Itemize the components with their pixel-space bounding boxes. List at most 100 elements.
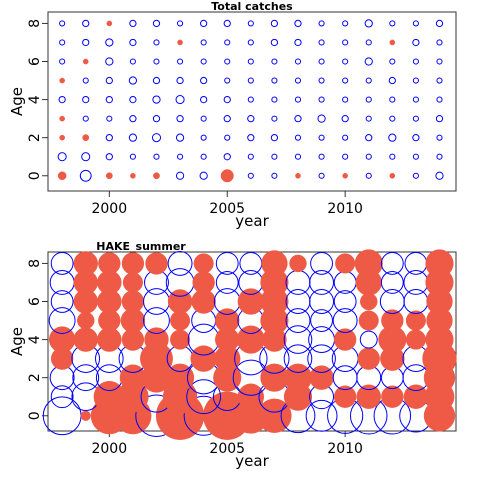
- residual-bubble: [247, 172, 254, 179]
- residual-bubble: [82, 77, 89, 84]
- residual-bubble: [270, 38, 279, 47]
- residual-bubble: [364, 19, 373, 28]
- residual-bubble: [247, 20, 254, 27]
- residual-bubble: [317, 114, 326, 123]
- residual-bubble: [82, 95, 90, 104]
- residual-bubble: [342, 134, 349, 141]
- residual-bubble: [412, 134, 420, 142]
- residual-bubble: [153, 39, 160, 46]
- residual-bubble: [388, 133, 397, 142]
- x-tick-label: 2000: [91, 441, 127, 457]
- x-tick-label: 2010: [327, 441, 363, 457]
- residual-bubble: [365, 115, 372, 122]
- residual-bubble: [105, 134, 113, 142]
- residual-bubble: [412, 153, 419, 160]
- residual-bubble: [436, 58, 443, 65]
- residual-bubble: [80, 410, 91, 421]
- residual-bubble: [271, 58, 278, 65]
- residual-bubble: [122, 272, 143, 293]
- residual-bubble: [145, 252, 168, 275]
- residual-bubble: [294, 96, 302, 103]
- residual-bubble: [335, 253, 356, 274]
- residual-bubble: [50, 290, 74, 313]
- residual-bubble: [389, 58, 396, 65]
- residual-bubble: [128, 76, 138, 85]
- plot-frame: [47, 11, 457, 192]
- residual-bubble: [271, 115, 278, 122]
- residual-bubble: [129, 19, 137, 28]
- residual-bubble: [224, 58, 231, 65]
- residual-bubble: [152, 19, 161, 28]
- residual-bubble: [412, 172, 419, 179]
- residual-bubble: [289, 254, 307, 273]
- residual-bubble: [405, 329, 426, 350]
- residual-bubble: [412, 96, 419, 103]
- residual-bubble: [365, 39, 372, 46]
- residual-bubble: [199, 171, 208, 180]
- residual-bubble: [271, 96, 278, 103]
- residual-bubble: [128, 133, 138, 142]
- residual-bubble: [176, 76, 184, 85]
- residual-bubble: [143, 307, 170, 334]
- residual-bubble: [403, 289, 429, 314]
- residual-bubble: [200, 153, 207, 160]
- residual-bubble: [294, 115, 302, 123]
- residual-bubble: [177, 20, 184, 27]
- residual-bubble: [176, 115, 184, 123]
- residual-bubble: [130, 172, 136, 179]
- residual-bubble: [129, 153, 136, 160]
- residual-bubble: [236, 325, 265, 354]
- residual-bubble: [59, 77, 65, 84]
- residual-bubble: [73, 327, 98, 352]
- residual-bubble: [318, 153, 325, 160]
- residual-bubble: [144, 327, 169, 352]
- residual-bubble: [356, 384, 381, 409]
- residual-bubble: [294, 19, 302, 28]
- y-tick-label: 6: [27, 57, 43, 66]
- residual-bubble: [381, 309, 404, 332]
- residual-bubble: [98, 252, 121, 275]
- residual-bubble: [310, 309, 333, 332]
- residual-bubble: [224, 39, 231, 46]
- residual-bubble: [121, 290, 145, 313]
- residual-bubble: [129, 115, 137, 123]
- residual-bubble: [177, 39, 183, 46]
- residual-bubble: [50, 385, 74, 409]
- residual-bubble: [389, 96, 396, 103]
- residual-bubble: [177, 58, 184, 65]
- residual-bubble: [333, 328, 357, 351]
- residual-bubble: [153, 172, 160, 180]
- residual-bubble: [435, 115, 444, 123]
- residual-bubble: [106, 115, 113, 122]
- residual-bubble: [412, 38, 420, 47]
- residual-bubble: [318, 39, 325, 46]
- residual-bubble: [358, 310, 379, 331]
- residual-bubble: [167, 250, 193, 276]
- residual-bubble: [294, 77, 302, 84]
- residual-bubble: [105, 38, 114, 47]
- residual-bubble: [223, 115, 231, 123]
- y-tick-label: 0: [27, 411, 43, 420]
- residual-bubble: [294, 153, 302, 160]
- residual-bubble: [166, 363, 195, 392]
- residual-bubble: [247, 39, 254, 46]
- residual-bubble: [48, 326, 76, 353]
- residual-bubble: [389, 153, 396, 160]
- x-axis-label: year: [235, 212, 269, 230]
- residual-bubble: [294, 134, 302, 141]
- residual-bubble: [412, 20, 419, 27]
- residual-bubble: [193, 253, 214, 274]
- residual-bubble: [435, 171, 444, 180]
- residual-bubble: [318, 58, 325, 65]
- residual-bubble: [285, 308, 311, 334]
- residual-bubble: [294, 38, 302, 47]
- y-tick-label: 8: [27, 19, 43, 28]
- residual-bubble: [342, 20, 349, 27]
- residual-bubble: [436, 153, 443, 160]
- y-tick-label: 8: [27, 259, 43, 268]
- residual-bubble: [403, 384, 429, 409]
- residual-bubble: [73, 251, 98, 276]
- residual-bubble: [354, 249, 383, 278]
- residual-bubble: [310, 252, 333, 275]
- residual-bubble: [436, 39, 443, 46]
